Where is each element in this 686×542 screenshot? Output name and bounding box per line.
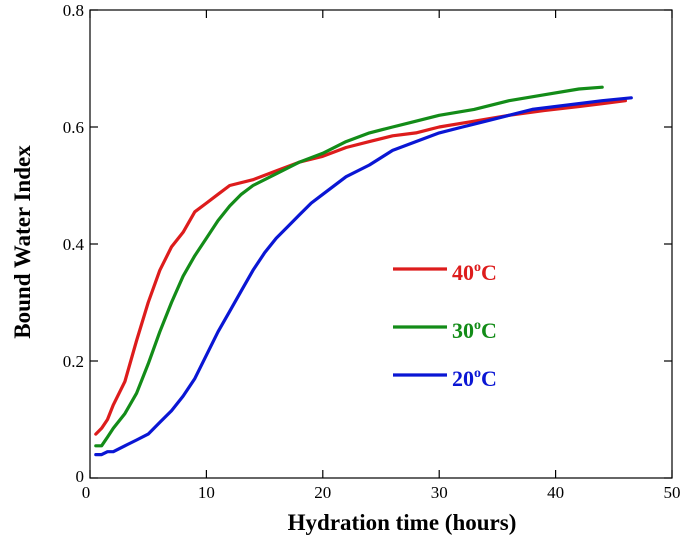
legend: 40oC 30oC 20oC	[393, 260, 497, 391]
plot-area	[89, 9, 673, 479]
y-axis: 0 0.2 0.4 0.6 0.8	[63, 1, 672, 486]
series-lines	[94, 85, 633, 457]
x-axis: 0 10 20 30 40 50	[82, 10, 681, 502]
x-tick-label: 0	[82, 483, 91, 502]
x-tick-label: 50	[664, 483, 681, 502]
x-tick-label: 40	[547, 483, 564, 502]
y-tick-label: 0.4	[63, 235, 85, 254]
y-tick-label: 0.6	[63, 118, 84, 137]
x-axis-title: Hydration time (hours)	[288, 510, 517, 535]
x-tick-label: 20	[314, 483, 331, 502]
plot-frame	[89, 9, 673, 479]
legend-label-30c: 30oC	[452, 318, 497, 343]
y-tick-label: 0.2	[63, 352, 84, 371]
legend-label-40c: 40oC	[452, 260, 497, 285]
x-tick-label: 30	[431, 483, 448, 502]
legend-label-20c: 20oC	[452, 366, 497, 391]
series-line-20c	[94, 96, 633, 457]
y-axis-title: Bound Water Index	[10, 145, 35, 339]
x-tick-label: 10	[198, 483, 215, 502]
y-tick-label: 0.8	[63, 1, 84, 20]
series-line-30c	[94, 85, 604, 448]
y-tick-label: 0	[76, 467, 85, 486]
series-line-40c	[94, 99, 627, 436]
